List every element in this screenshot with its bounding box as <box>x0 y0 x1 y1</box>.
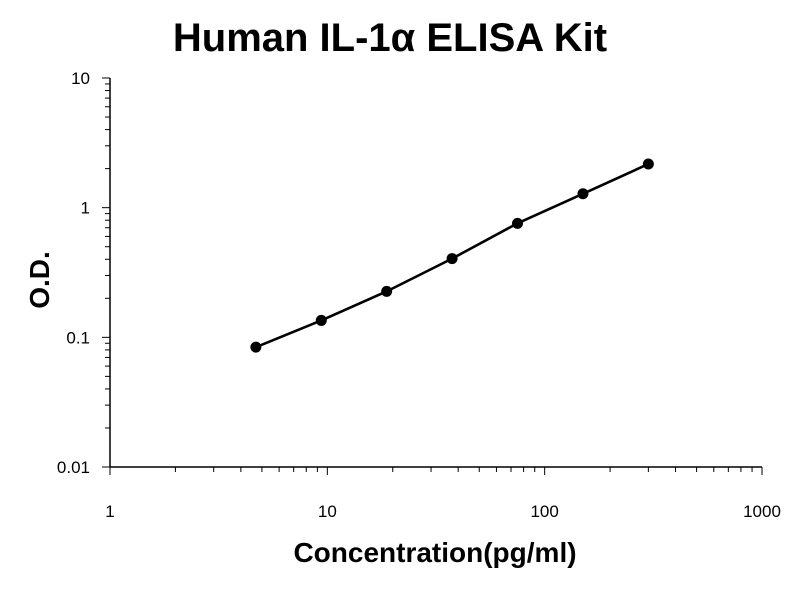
data-points-layer <box>250 158 654 353</box>
y-tick-label: 0.1 <box>66 328 90 347</box>
x-tick-label: 10 <box>318 502 337 521</box>
x-axis-label: Concentration(pg/ml) <box>293 537 577 568</box>
data-point <box>512 217 524 229</box>
data-point <box>577 188 589 200</box>
y-tick-label: 10 <box>71 69 90 88</box>
data-point <box>446 253 458 265</box>
x-tick-label: 1000 <box>743 502 781 521</box>
data-point <box>642 158 654 170</box>
y-tick-label: 0.01 <box>57 458 90 477</box>
data-point <box>315 314 327 326</box>
y-tick-label: 1 <box>81 199 90 218</box>
data-point <box>381 285 393 297</box>
x-tick-label: 100 <box>530 502 558 521</box>
axes: 1 10 100 1000 0.01 0.1 1 10 <box>57 69 781 521</box>
data-point <box>250 341 262 353</box>
x-tick-label: 1 <box>105 502 114 521</box>
chart-title: Human IL-1α ELISA Kit <box>172 16 608 60</box>
